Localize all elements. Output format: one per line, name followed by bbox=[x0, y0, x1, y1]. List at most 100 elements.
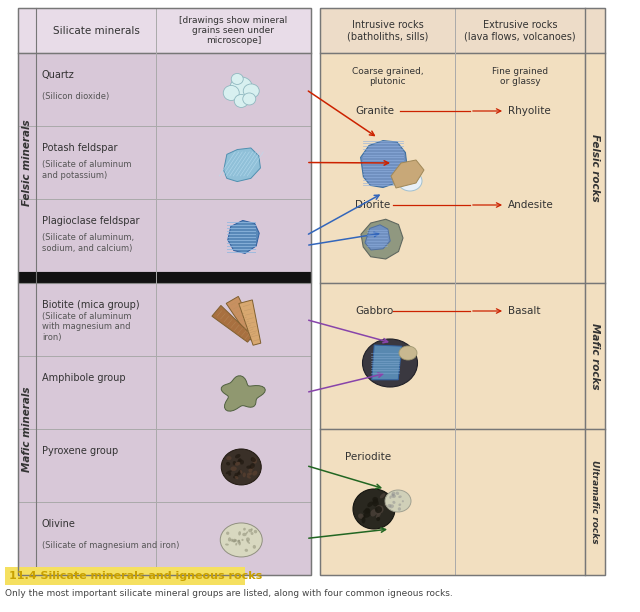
Text: Mafic rocks: Mafic rocks bbox=[590, 323, 600, 389]
Ellipse shape bbox=[221, 449, 261, 485]
Polygon shape bbox=[221, 376, 266, 411]
Ellipse shape bbox=[372, 497, 378, 502]
Text: Periodite: Periodite bbox=[345, 452, 391, 462]
Text: Gabbro: Gabbro bbox=[355, 306, 393, 316]
Ellipse shape bbox=[376, 512, 381, 518]
Ellipse shape bbox=[237, 459, 240, 463]
Bar bbox=[585, 53, 605, 283]
Ellipse shape bbox=[376, 505, 383, 510]
Bar bbox=[320, 8, 605, 575]
Ellipse shape bbox=[231, 73, 243, 84]
Ellipse shape bbox=[385, 490, 411, 512]
Ellipse shape bbox=[397, 507, 401, 511]
Text: Andesite: Andesite bbox=[508, 200, 554, 210]
Ellipse shape bbox=[387, 504, 392, 507]
Ellipse shape bbox=[243, 84, 259, 98]
Text: (Silicon dioxide): (Silicon dioxide) bbox=[42, 92, 109, 102]
Ellipse shape bbox=[372, 500, 379, 507]
Text: Pyroxene group: Pyroxene group bbox=[42, 446, 118, 456]
Ellipse shape bbox=[376, 510, 380, 515]
Bar bbox=[585, 283, 605, 429]
Polygon shape bbox=[391, 160, 424, 188]
Ellipse shape bbox=[384, 499, 390, 503]
Ellipse shape bbox=[235, 476, 238, 479]
Ellipse shape bbox=[234, 94, 248, 108]
Ellipse shape bbox=[246, 466, 252, 469]
Text: Only the most important silicate mineral groups are listed, along with four comm: Only the most important silicate mineral… bbox=[5, 589, 452, 597]
Polygon shape bbox=[223, 148, 260, 182]
Ellipse shape bbox=[360, 515, 365, 520]
Ellipse shape bbox=[398, 171, 422, 191]
Ellipse shape bbox=[392, 493, 395, 497]
Ellipse shape bbox=[363, 512, 371, 518]
Text: Olivine: Olivine bbox=[42, 519, 76, 529]
Ellipse shape bbox=[375, 506, 382, 513]
Ellipse shape bbox=[363, 509, 371, 514]
Ellipse shape bbox=[243, 528, 246, 531]
Text: Biotite (mica group): Biotite (mica group) bbox=[42, 300, 140, 310]
Ellipse shape bbox=[220, 523, 262, 557]
Ellipse shape bbox=[253, 545, 256, 549]
Ellipse shape bbox=[396, 491, 399, 495]
Text: Extrusive rocks
(lava flows, volcanoes): Extrusive rocks (lava flows, volcanoes) bbox=[464, 20, 576, 41]
Text: Mafic minerals: Mafic minerals bbox=[22, 386, 32, 472]
Ellipse shape bbox=[237, 540, 240, 543]
Ellipse shape bbox=[251, 457, 256, 462]
Ellipse shape bbox=[238, 531, 241, 536]
Ellipse shape bbox=[365, 508, 370, 513]
Text: Intrusive rocks
(batholiths, sills): Intrusive rocks (batholiths, sills) bbox=[347, 20, 428, 41]
Polygon shape bbox=[361, 219, 403, 259]
Ellipse shape bbox=[358, 513, 364, 519]
Ellipse shape bbox=[251, 528, 253, 531]
Text: Coarse grained,
plutonic: Coarse grained, plutonic bbox=[352, 67, 423, 86]
Ellipse shape bbox=[239, 460, 244, 465]
Ellipse shape bbox=[233, 461, 236, 465]
Text: Granite: Granite bbox=[355, 106, 394, 116]
Text: Silicate minerals: Silicate minerals bbox=[52, 26, 140, 35]
Ellipse shape bbox=[232, 539, 236, 542]
Bar bbox=[18, 53, 311, 272]
Ellipse shape bbox=[246, 537, 250, 542]
Text: Potash feldspar: Potash feldspar bbox=[42, 143, 118, 153]
Ellipse shape bbox=[373, 499, 378, 504]
Text: Diorite: Diorite bbox=[355, 200, 390, 210]
Ellipse shape bbox=[379, 508, 383, 512]
Ellipse shape bbox=[239, 542, 241, 545]
Ellipse shape bbox=[226, 471, 232, 474]
Bar bbox=[320, 283, 585, 429]
Text: (Silicate of aluminum
with magnesium and
iron): (Silicate of aluminum with magnesium and… bbox=[42, 312, 131, 341]
Ellipse shape bbox=[226, 462, 230, 466]
Ellipse shape bbox=[389, 496, 392, 499]
Ellipse shape bbox=[223, 86, 239, 100]
Ellipse shape bbox=[380, 493, 385, 498]
Ellipse shape bbox=[243, 93, 256, 105]
Ellipse shape bbox=[399, 504, 401, 506]
Polygon shape bbox=[212, 305, 253, 342]
Text: Quartz: Quartz bbox=[42, 70, 75, 80]
Polygon shape bbox=[239, 300, 261, 345]
Ellipse shape bbox=[392, 491, 396, 496]
Polygon shape bbox=[360, 141, 408, 187]
Text: Basalt: Basalt bbox=[508, 306, 541, 316]
Ellipse shape bbox=[384, 502, 392, 507]
Text: (Silicate of magnesium and iron): (Silicate of magnesium and iron) bbox=[42, 541, 179, 550]
Ellipse shape bbox=[398, 495, 402, 498]
Ellipse shape bbox=[353, 489, 395, 529]
Ellipse shape bbox=[389, 504, 394, 509]
Ellipse shape bbox=[228, 537, 231, 542]
Ellipse shape bbox=[228, 472, 231, 476]
Ellipse shape bbox=[234, 473, 238, 476]
Text: [drawings show mineral
grains seen under
microscope]: [drawings show mineral grains seen under… bbox=[179, 15, 287, 45]
Ellipse shape bbox=[248, 529, 252, 532]
Ellipse shape bbox=[362, 517, 365, 524]
Ellipse shape bbox=[241, 539, 244, 541]
Ellipse shape bbox=[252, 457, 257, 464]
Ellipse shape bbox=[230, 77, 252, 97]
Ellipse shape bbox=[367, 502, 373, 507]
Ellipse shape bbox=[244, 549, 248, 552]
Ellipse shape bbox=[237, 472, 241, 475]
Ellipse shape bbox=[392, 501, 396, 504]
Bar bbox=[5, 567, 245, 585]
Ellipse shape bbox=[376, 517, 380, 521]
Bar bbox=[18, 8, 311, 575]
